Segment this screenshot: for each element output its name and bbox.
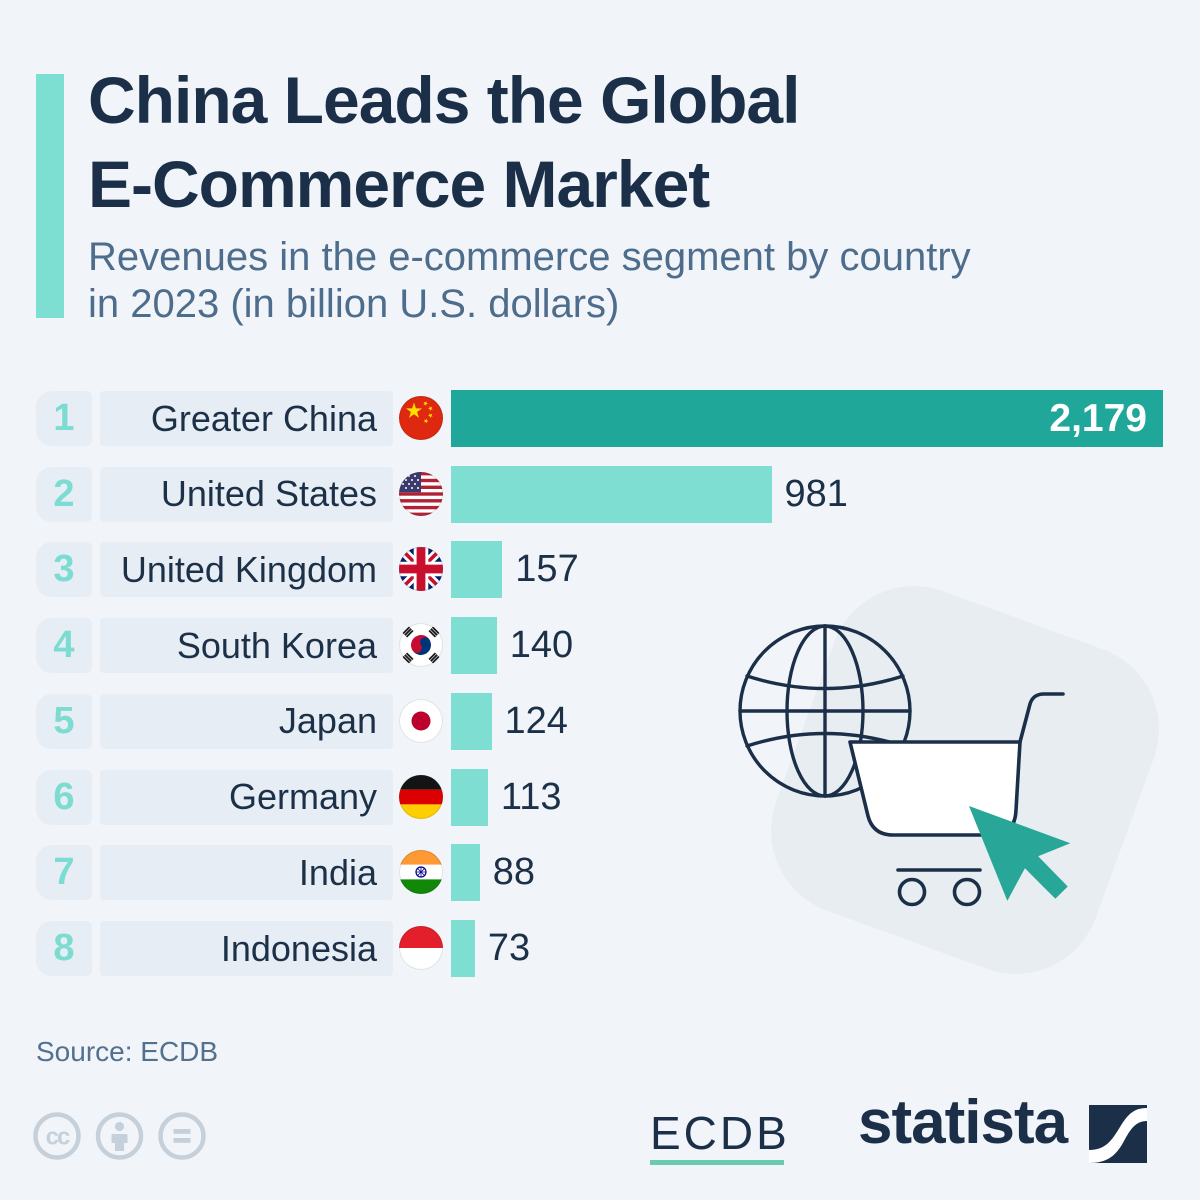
rank-badge: 4 bbox=[36, 618, 92, 674]
bar-value: 88 bbox=[492, 851, 536, 894]
rank-number: 5 bbox=[53, 699, 75, 742]
title-line-2: E-Commerce Market bbox=[88, 147, 710, 221]
bar-value: 157 bbox=[515, 548, 579, 591]
rank-number: 2 bbox=[53, 472, 75, 515]
flag-india-icon bbox=[399, 850, 443, 895]
subtitle-line-1: Revenues in the e-commerce segment by co… bbox=[88, 235, 971, 279]
ecdb-logo-text: ECDB bbox=[650, 1107, 790, 1159]
svg-text:cc: cc bbox=[46, 1124, 70, 1151]
ecdb-logo-underline bbox=[650, 1160, 784, 1165]
country-label: United Kingdom bbox=[120, 548, 377, 590]
country-label-pill: Japan bbox=[100, 693, 393, 749]
bar-united-kingdom bbox=[451, 541, 503, 599]
bar-row-united-kingdom: 3 United Kingdom 157 bbox=[0, 541, 1200, 599]
flag-china-icon bbox=[399, 396, 443, 440]
bar-row-germany: 6 Germany 113 bbox=[0, 768, 1200, 826]
bar-greater-china: 2,179 bbox=[451, 390, 1163, 447]
country-label-pill: Greater China bbox=[100, 391, 393, 446]
statista-logo: statista bbox=[858, 1088, 1148, 1163]
bar-south-korea bbox=[451, 617, 497, 675]
rank-badge: 7 bbox=[36, 845, 92, 901]
bar-row-japan: 5 Japan 124 bbox=[0, 692, 1200, 750]
bar-value: 981 bbox=[784, 472, 848, 515]
rank-number: 4 bbox=[53, 624, 75, 667]
source-text: Source: ECDB bbox=[36, 1036, 219, 1067]
rank-badge: 2 bbox=[36, 466, 92, 522]
country-label: Indonesia bbox=[220, 927, 377, 969]
flag-indonesia-icon bbox=[399, 926, 443, 970]
attribution-person-icon bbox=[95, 1112, 144, 1160]
cc-icon bbox=[33, 1112, 81, 1160]
country-label-pill: Germany bbox=[100, 769, 393, 825]
country-label-pill: United Kingdom bbox=[100, 542, 393, 598]
cc-license-icons: cc bbox=[33, 1112, 206, 1160]
bar-row-indonesia: 8 Indonesia 73 bbox=[0, 920, 1200, 977]
bar-row-india: 7 India 88 bbox=[0, 844, 1200, 902]
statista-logo-mark bbox=[1089, 1105, 1148, 1163]
bar-row-greater-china: 1 Greater China 2,179 bbox=[0, 390, 1200, 447]
country-label: United States bbox=[160, 473, 377, 515]
flag-japan-icon bbox=[399, 698, 443, 743]
page-title: China Leads the Global E-Commerce Market bbox=[88, 58, 800, 226]
subtitle-line-2: in 2023 (in billion U.S. dollars) bbox=[88, 282, 620, 326]
flag-germany-icon bbox=[399, 774, 443, 819]
rank-number: 7 bbox=[53, 851, 75, 894]
statista-logo-text: statista bbox=[858, 1088, 1068, 1157]
country-label: Japan bbox=[278, 700, 377, 742]
bar-germany bbox=[451, 768, 488, 826]
ecdb-logo: ECDB bbox=[650, 1110, 790, 1165]
bar-india bbox=[451, 844, 480, 902]
country-label-pill: United States bbox=[100, 466, 393, 522]
rank-number: 3 bbox=[53, 548, 75, 591]
title-accent-bar bbox=[36, 74, 64, 318]
bar-value: 2,179 bbox=[1049, 397, 1147, 440]
rank-badge: 6 bbox=[36, 769, 92, 825]
rank-badge: 5 bbox=[36, 693, 92, 749]
country-label-pill: South Korea bbox=[100, 618, 393, 674]
bar-row-united-states: 2 United States bbox=[0, 465, 1200, 523]
country-label-pill: India bbox=[100, 845, 393, 901]
rank-badge: 3 bbox=[36, 542, 92, 598]
country-label: South Korea bbox=[176, 624, 377, 666]
country-label: India bbox=[298, 851, 377, 893]
bar-value: 124 bbox=[504, 699, 568, 742]
bar-row-south-korea: 4 South Korea 140 bbox=[0, 617, 1200, 675]
equals-icon bbox=[158, 1112, 206, 1160]
bar-value: 73 bbox=[487, 927, 531, 969]
rank-number: 8 bbox=[53, 927, 75, 969]
bar-japan bbox=[451, 692, 492, 750]
country-label-pill: Indonesia bbox=[100, 921, 393, 976]
rank-number: 6 bbox=[53, 775, 75, 818]
rank-number: 1 bbox=[53, 397, 75, 439]
bar-value: 113 bbox=[500, 775, 562, 818]
bar-indonesia bbox=[451, 920, 475, 977]
flag-united-kingdom-icon bbox=[399, 547, 443, 592]
rank-badge: 1 bbox=[36, 391, 92, 446]
country-label: Germany bbox=[228, 776, 377, 818]
bar-value: 140 bbox=[509, 624, 574, 667]
flag-south-korea-icon bbox=[399, 623, 443, 668]
bar-united-states bbox=[451, 465, 772, 523]
page-subtitle: Revenues in the e-commerce segment by co… bbox=[88, 234, 971, 328]
country-label: Greater China bbox=[150, 397, 377, 439]
rank-badge: 8 bbox=[36, 921, 92, 976]
title-line-1: China Leads the Global bbox=[88, 63, 800, 137]
flag-united-states-icon bbox=[399, 471, 443, 516]
